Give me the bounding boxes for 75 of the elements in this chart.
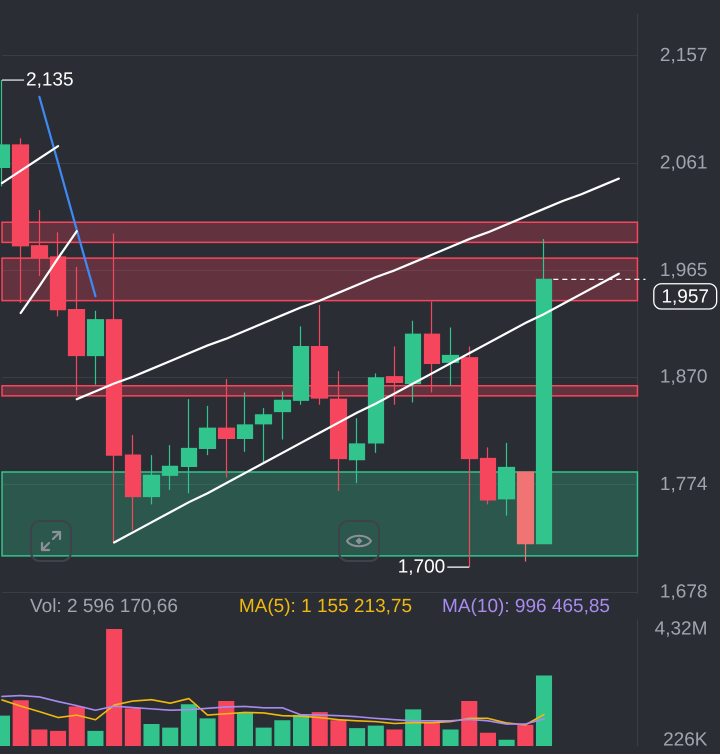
line-series (38, 96, 97, 298)
candlestick (386, 346, 404, 406)
bar (256, 728, 272, 746)
bar (536, 676, 552, 746)
candlestick (86, 310, 104, 386)
candlestick (236, 392, 254, 452)
candlestick (516, 471, 534, 562)
candlestick (142, 454, 160, 506)
line-series (0, 145, 60, 184)
candlestick (30, 209, 48, 277)
bar (386, 729, 403, 746)
bar (461, 701, 478, 746)
text: Vol: 2 596 170,66 (30, 596, 178, 617)
bar (124, 708, 141, 746)
bar (87, 730, 104, 746)
candlestick (348, 418, 366, 484)
y-tick-label: 1,678 (660, 581, 708, 602)
candlestick (198, 405, 216, 456)
bar (442, 729, 459, 746)
y-tick-label: 4,32M (654, 618, 708, 640)
bar (236, 712, 254, 746)
bar (368, 726, 384, 746)
bar (480, 732, 496, 746)
bar (50, 730, 66, 746)
line-series (76, 177, 620, 400)
candlestick (180, 398, 198, 494)
candlestick (424, 301, 440, 394)
candlestick (330, 370, 348, 492)
bar (162, 728, 178, 746)
bar (12, 700, 29, 746)
bar (106, 628, 122, 746)
candlestick (50, 232, 66, 317)
y-tick-label: 1,965 (660, 260, 708, 281)
bar (200, 718, 216, 746)
ref-line-label: 1,957 (661, 286, 709, 308)
bar (180, 704, 197, 746)
y-tick-label: 2,157 (660, 44, 708, 66)
y-tick-label: 226K (663, 729, 708, 750)
candlestick (480, 446, 496, 506)
candlestick (404, 320, 422, 404)
annotation: 2,135 (26, 70, 74, 91)
bar (405, 709, 422, 746)
line-series (20, 230, 78, 314)
bar (349, 728, 366, 746)
candlestick (442, 326, 460, 386)
candlestick (274, 390, 292, 440)
bar (424, 722, 440, 746)
bar (68, 706, 85, 746)
bar (517, 724, 534, 746)
candlestick (106, 232, 122, 544)
bar (218, 701, 234, 746)
text: MA(5): 1 155 213,75 (238, 596, 412, 617)
candlestick (68, 266, 86, 396)
text: MA(10): 996 465,85 (442, 596, 610, 617)
candlestick (536, 238, 552, 544)
candlestick (498, 442, 516, 516)
candlestick (124, 434, 142, 531)
candlestick (12, 138, 30, 304)
candlestick (254, 408, 272, 464)
candlestick (460, 346, 478, 568)
y-tick-label: 1,870 (660, 366, 708, 388)
bar (274, 720, 290, 746)
y-tick-label: 1,774 (660, 474, 708, 495)
bar (31, 729, 48, 746)
bar (143, 724, 160, 746)
annotation: 1,700 (398, 556, 446, 578)
candlestick (310, 304, 328, 406)
candlestick (292, 326, 310, 406)
candlestick (368, 372, 384, 454)
candlestick (218, 378, 236, 478)
bar (293, 714, 310, 746)
y-tick-label: 2,061 (660, 152, 708, 174)
bar (330, 720, 346, 746)
bar (498, 740, 515, 746)
candlestick (162, 444, 178, 490)
